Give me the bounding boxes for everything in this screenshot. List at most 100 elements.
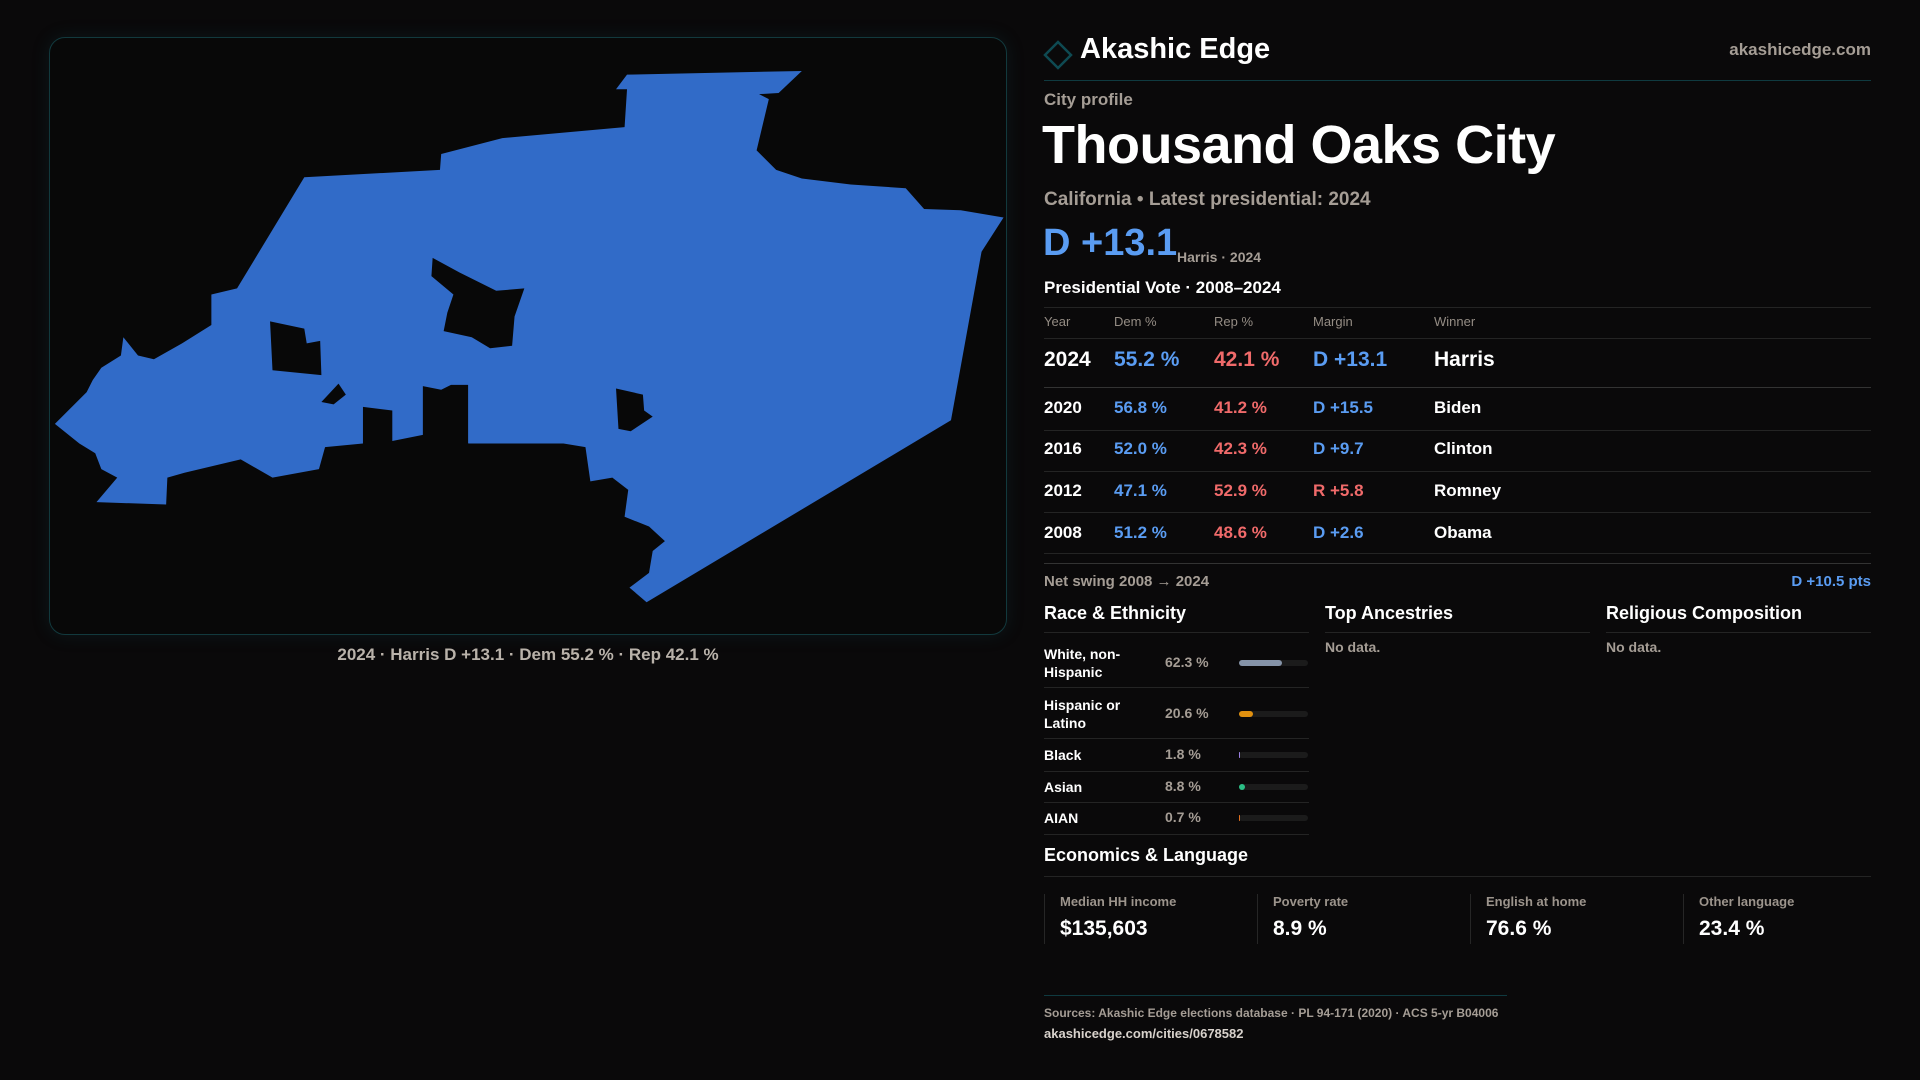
race-label: Asian (1044, 779, 1083, 795)
divider (1325, 632, 1590, 633)
race-pct: 20.6 % (1165, 705, 1209, 721)
col-rep: Rep % (1214, 314, 1254, 329)
stat-value: 8.9 % (1273, 917, 1327, 940)
divider (1044, 687, 1309, 688)
stat-value: $135,603 (1060, 917, 1148, 940)
stat-label: Poverty rate (1273, 894, 1349, 909)
race-bar-fill (1239, 784, 1246, 790)
net-swing-label: Net swing 2008 → 2024 (1044, 573, 1210, 590)
ancestries-title: Top Ancestries (1325, 603, 1454, 623)
vote-winner: Clinton (1434, 439, 1493, 458)
race-title: Race & Ethnicity (1044, 603, 1187, 623)
col-dem: Dem % (1114, 314, 1157, 329)
divider (1044, 387, 1871, 388)
divider (1044, 307, 1871, 308)
race-label: White, non-Hispanic (1044, 646, 1121, 680)
page-title: Thousand Oaks City (1042, 115, 1556, 175)
vote-dem: 47.1 % (1114, 481, 1167, 500)
divider (1044, 632, 1309, 633)
race-bar-fill (1239, 660, 1282, 666)
race-pct: 8.8 % (1165, 778, 1201, 794)
profile-kicker: City profile (1044, 90, 1133, 109)
boundary-holes (270, 257, 653, 449)
headline-margin-note: Harris · 2024 (1177, 249, 1262, 265)
divider (1044, 553, 1871, 554)
header-divider (1044, 80, 1871, 81)
stat-card: Median HH income $135,603 (1044, 894, 1257, 944)
race-bar (1239, 711, 1308, 717)
divider (1044, 802, 1309, 803)
stat-card: Other language 23.4 % (1683, 894, 1896, 944)
race-bar (1239, 660, 1308, 666)
race-label: AIAN (1044, 810, 1079, 826)
race-pct: 0.7 % (1165, 809, 1201, 825)
divider (1044, 338, 1871, 339)
vote-dem: 51.2 % (1114, 523, 1167, 542)
brand-diamond-icon (1043, 40, 1073, 70)
race-bar (1239, 815, 1308, 821)
divider (1044, 771, 1309, 772)
vote-year: 2008 (1044, 523, 1082, 542)
vote-dem: 56.8 % (1114, 398, 1167, 417)
vote-dem: 55.2 % (1114, 348, 1180, 371)
divider (1044, 430, 1871, 431)
economics-title: Economics & Language (1044, 845, 1249, 865)
stat-value: 76.6 % (1486, 917, 1552, 940)
vote-winner: Obama (1434, 523, 1492, 542)
city-boundary (54, 70, 1004, 603)
stat-card: Poverty rate 8.9 % (1257, 894, 1470, 944)
vote-rep: 52.9 % (1214, 481, 1267, 500)
vote-winner: Biden (1434, 398, 1482, 417)
vote-year: 2012 (1044, 481, 1082, 500)
vote-rep: 42.3 % (1214, 439, 1267, 458)
map-caption: 2024 · Harris D +13.1 · Dem 55.2 % · Rep… (337, 645, 719, 664)
col-winner: Winner (1434, 314, 1476, 329)
vote-margin: R +5.8 (1313, 481, 1364, 500)
divider (1044, 834, 1309, 835)
religion-empty: No data. (1606, 639, 1662, 655)
vote-winner: Romney (1434, 481, 1502, 500)
vote-margin: D +13.1 (1313, 348, 1388, 371)
vote-dem: 52.0 % (1114, 439, 1167, 458)
page-url[interactable]: akashicedge.com/cities/0678582 (1044, 1026, 1244, 1041)
vote-year: 2024 (1044, 348, 1091, 371)
vote-winner: Harris (1434, 348, 1495, 371)
divider (1044, 738, 1309, 739)
brand-name: Akashic Edge (1080, 33, 1271, 65)
race-bar-fill (1239, 711, 1254, 717)
vote-rep: 41.2 % (1214, 398, 1267, 417)
vote-margin: D +9.7 (1313, 439, 1364, 458)
stat-label: Other language (1699, 894, 1795, 909)
religion-title: Religious Composition (1606, 603, 1802, 623)
divider (1044, 471, 1871, 472)
votes-title: Presidential Vote · 2008–2024 (1044, 278, 1281, 297)
stat-label: English at home (1486, 894, 1587, 909)
vote-margin: D +15.5 (1313, 398, 1374, 417)
sources-text: Sources: Akashic Edge elections database… (1044, 1006, 1499, 1020)
headline-margin: D +13.1 (1043, 222, 1178, 264)
divider (1606, 632, 1871, 633)
race-bar-fill (1239, 815, 1241, 821)
divider (1044, 563, 1871, 564)
footer-divider (1044, 995, 1507, 996)
vote-year: 2016 (1044, 439, 1082, 458)
net-swing-value: D +10.5 pts (1791, 573, 1871, 590)
divider (1044, 512, 1871, 513)
race-pct: 62.3 % (1165, 654, 1209, 670)
city-map[interactable] (49, 37, 1007, 635)
city-boundary-map (54, 70, 1004, 603)
vote-rep: 48.6 % (1214, 523, 1267, 542)
col-margin: Margin (1313, 314, 1353, 329)
vote-margin: D +2.6 (1313, 523, 1364, 542)
race-label: Black (1044, 747, 1082, 763)
divider (1044, 876, 1871, 877)
stat-label: Median HH income (1060, 894, 1177, 909)
stat-card: English at home 76.6 % (1470, 894, 1683, 944)
profile-subtitle: California • Latest presidential: 2024 (1044, 189, 1371, 210)
race-bar-fill (1239, 752, 1241, 758)
race-bar (1239, 752, 1308, 758)
race-label: Hispanic or Latino (1044, 697, 1121, 731)
race-pct: 1.8 % (1165, 746, 1201, 762)
col-year: Year (1044, 314, 1071, 329)
site-link[interactable]: akashicedge.com (1729, 40, 1871, 59)
